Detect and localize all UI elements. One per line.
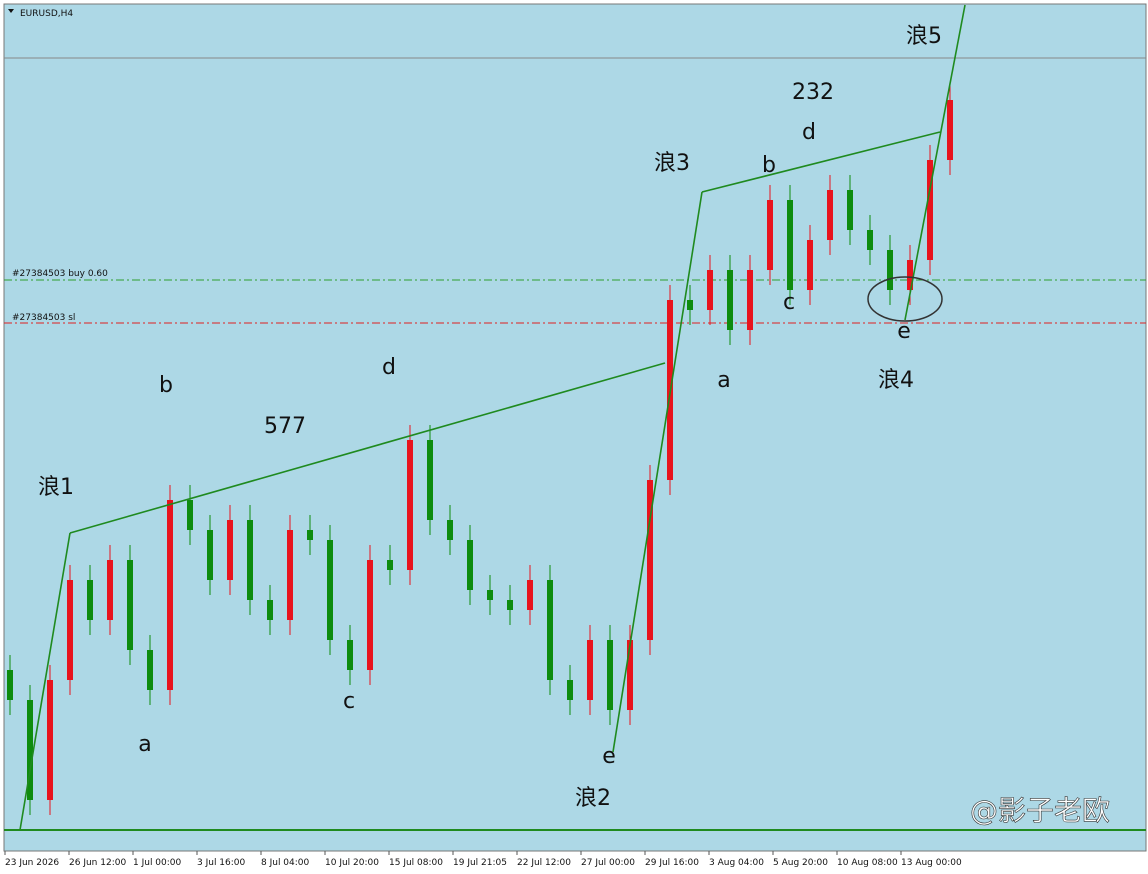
candle-body	[107, 560, 113, 620]
candle-body	[547, 580, 553, 680]
candle-body	[167, 500, 173, 690]
annotation: d	[382, 355, 396, 380]
x-tick-label: 23 Jun 2026	[5, 858, 59, 868]
x-tick-label: 3 Jul 16:00	[197, 858, 246, 868]
candle-body	[567, 680, 573, 700]
candle-body	[267, 600, 273, 620]
annotation: a	[717, 368, 730, 393]
candle-body	[747, 270, 753, 330]
x-tick-label: 29 Jul 16:00	[645, 858, 699, 868]
candle-body	[387, 560, 393, 570]
wave-line	[19, 532, 71, 831]
candle-body	[587, 640, 593, 700]
x-tick-label: 27 Jul 00:00	[581, 858, 635, 868]
x-tick-label: 1 Jul 00:00	[133, 858, 182, 868]
candle-body	[727, 270, 733, 330]
x-tick-label: 15 Jul 08:00	[389, 858, 443, 868]
candle-body	[707, 270, 713, 310]
plot-area	[3, 3, 1147, 852]
x-tick-label: 10 Aug 08:00	[837, 858, 898, 868]
x-tick-label: 3 Aug 04:00	[709, 858, 764, 868]
trend-line	[701, 131, 941, 193]
candle-body	[247, 520, 253, 600]
candle-body	[287, 530, 293, 620]
x-tick-label: 8 Jul 04:00	[261, 858, 310, 868]
x-tick-label: 5 Aug 20:00	[773, 858, 828, 868]
candle-body	[767, 200, 773, 270]
candle-body	[787, 200, 793, 290]
candle-body	[67, 580, 73, 680]
wave-line	[612, 191, 703, 753]
annotation: a	[138, 732, 151, 757]
candle-body	[907, 260, 913, 290]
x-tick-label: 19 Jul 21:05	[453, 858, 507, 868]
annotation: 577	[264, 414, 306, 439]
candle-body	[447, 520, 453, 540]
candle-body	[927, 160, 933, 260]
candle-body	[527, 580, 533, 610]
annotation: e	[602, 744, 616, 769]
candle-body	[847, 190, 853, 230]
candle-body	[827, 190, 833, 240]
candle-body	[807, 240, 813, 290]
candle-body	[7, 670, 13, 700]
candle-body	[127, 560, 133, 650]
candle-body	[307, 530, 313, 540]
buy-label: #27384503 buy 0.60	[12, 269, 108, 279]
candle-body	[207, 530, 213, 580]
annotations: 浪1 a b 577 c d e 浪2 浪3 a b d 232 c e 浪4 …	[38, 24, 942, 811]
x-tick-label: 22 Jul 12:00	[517, 858, 571, 868]
x-axis: 23 Jun 2026 26 Jun 12:00 1 Jul 00:00 3 Jul …	[4, 851, 962, 868]
annotation: 浪4	[878, 368, 914, 393]
annotation: 浪2	[575, 786, 611, 811]
annotation: d	[802, 120, 816, 145]
x-tick-label: 26 Jun 12:00	[69, 858, 126, 868]
annotation: e	[897, 319, 911, 344]
candle-body	[867, 230, 873, 250]
candle-body	[467, 540, 473, 590]
candle-body	[367, 560, 373, 670]
sl-label: #27384503 sl	[12, 313, 75, 323]
annotation: b	[762, 153, 776, 178]
candle-body	[947, 100, 953, 160]
candle-body	[347, 640, 353, 670]
chart-title: EURUSD,H4	[20, 9, 73, 19]
candle-body	[607, 640, 613, 710]
candle-body	[627, 640, 633, 710]
candle-body	[327, 540, 333, 640]
highlight-ellipse	[867, 276, 943, 322]
menu-arrow	[8, 9, 14, 13]
candle-body	[87, 580, 93, 620]
wave-line	[904, 4, 966, 321]
trend-line	[69, 362, 666, 534]
candle-body	[187, 500, 193, 530]
annotation: 232	[792, 80, 834, 105]
candle-body	[27, 700, 33, 800]
annotation: 浪3	[654, 151, 690, 176]
candle-body	[887, 250, 893, 290]
candle-body	[507, 600, 513, 610]
x-tick-label: 10 Jul 20:00	[325, 858, 379, 868]
candle-body	[407, 440, 413, 570]
annotation: 浪5	[906, 24, 942, 49]
candle-body	[687, 300, 693, 310]
annotation: c	[343, 689, 355, 714]
x-tick-label: 13 Aug 00:00	[901, 858, 962, 868]
candle-body	[227, 520, 233, 580]
candles	[7, 85, 953, 815]
candle-body	[647, 480, 653, 640]
watermark: @影子老欧	[970, 794, 1110, 827]
annotation: c	[783, 290, 795, 315]
annotation: 浪1	[38, 475, 74, 500]
annotation: b	[159, 373, 173, 398]
candle-body	[487, 590, 493, 600]
candle-body	[147, 650, 153, 690]
candle-body	[427, 440, 433, 520]
candle-body	[47, 680, 53, 800]
